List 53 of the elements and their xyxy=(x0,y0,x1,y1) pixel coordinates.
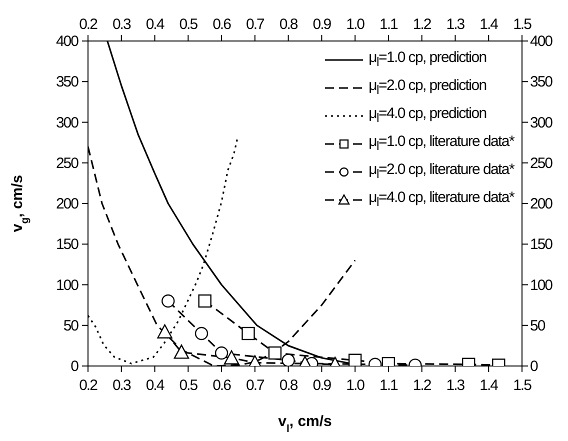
x2-tick-label: 0.4 xyxy=(146,377,164,394)
x2-tick-label: 0.6 xyxy=(212,377,232,394)
x-tick-label: 1.3 xyxy=(446,16,465,33)
y-tick-label: 200 xyxy=(56,196,79,212)
x-tick-label: 1.1 xyxy=(380,16,398,33)
x2-tick-label: 0.5 xyxy=(179,377,198,394)
y2-tick-label: 400 xyxy=(530,33,553,50)
legend-label: μ$_{l}$=4.0 cp, prediction xyxy=(368,104,486,127)
x2-tick-label: 1.0 xyxy=(346,377,365,394)
y-tick-label: 400 xyxy=(56,33,79,50)
x-tick-label: 1.2 xyxy=(412,16,432,33)
x2-tick-label: 1.1 xyxy=(380,377,398,394)
x-tick-label: 0.2 xyxy=(79,16,98,33)
x2-tick-label: 1.5 xyxy=(513,377,532,394)
x2-tick-label: 0.9 xyxy=(312,377,332,394)
x2-tick-label: 0.2 xyxy=(79,377,98,394)
y-tick-label: 350 xyxy=(56,74,79,91)
x2-tick-label: 0.3 xyxy=(112,377,131,394)
x-tick-label: 1.5 xyxy=(513,16,532,33)
y-tick-label: 250 xyxy=(56,154,79,172)
y-tick-label: 150 xyxy=(56,236,79,254)
x2-tick-label: 0.7 xyxy=(246,377,265,394)
y-tick-label: 0 xyxy=(70,358,79,375)
y2-tick-label: 300 xyxy=(530,114,553,132)
legend-label: μ$_{l}$=2.0 cp, literature data* xyxy=(368,160,514,183)
y2-tick-label: 200 xyxy=(530,196,553,212)
x-axis-title: v$_{l}$, cm/s xyxy=(278,413,332,435)
x-tick-label: 0.7 xyxy=(246,16,265,33)
y-tick-label: 300 xyxy=(56,114,79,132)
legend-label: μ$_{l}$=1.0 cp, literature data* xyxy=(368,132,514,155)
x-tick-label: 0.9 xyxy=(312,16,332,33)
legend-label: μ$_{l}$=4.0 cp, literature data* xyxy=(368,188,514,211)
x2-tick-label: 1.2 xyxy=(412,377,432,394)
x-tick-label: 1.0 xyxy=(346,16,365,33)
x-tick-label: 0.3 xyxy=(112,16,131,33)
y2-tick-label: 150 xyxy=(530,236,553,254)
x2-tick-label: 0.8 xyxy=(279,377,298,394)
x2-tick-label: 1.3 xyxy=(446,377,465,394)
y2-tick-label: 0 xyxy=(530,358,538,375)
x-tick-label: 0.4 xyxy=(146,16,164,33)
y2-tick-label: 100 xyxy=(530,276,553,294)
legend-label: μ$_{l}$=1.0 cp, prediction xyxy=(368,48,486,71)
y2-tick-label: 350 xyxy=(530,74,553,91)
x-tick-label: 0.5 xyxy=(179,16,198,33)
legend-label: μ$_{l}$=2.0 cp, prediction xyxy=(368,76,486,99)
x-tick-label: 0.6 xyxy=(212,16,232,33)
y-tick-label: 50 xyxy=(63,317,79,334)
x-tick-label: 1.4 xyxy=(480,16,498,33)
y-tick-label: 100 xyxy=(56,276,79,294)
y2-tick-label: 250 xyxy=(530,154,553,172)
x-tick-label: 0.8 xyxy=(279,16,298,33)
y2-tick-label: 50 xyxy=(530,317,546,334)
x2-tick-label: 1.4 xyxy=(480,377,498,394)
